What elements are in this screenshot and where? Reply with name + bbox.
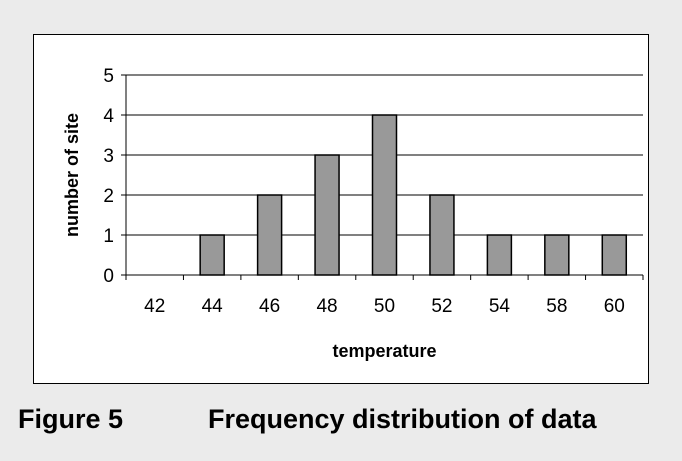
bar-50 [371, 114, 398, 276]
x-tick-labels: 42 44 46 48 50 52 54 58 60 [125, 275, 644, 317]
y-tick-label-1: 1 [103, 226, 114, 247]
x-tick-label-50: 50 [374, 296, 395, 317]
x-tick-label-46: 46 [259, 296, 280, 317]
x-tick-label-58: 58 [546, 296, 567, 317]
y-tick-label-4: 4 [103, 106, 114, 127]
y-tick-label-3: 3 [103, 146, 114, 167]
y-tick-label-0: 0 [103, 266, 114, 287]
figure-caption-text: Frequency distribution of data [208, 404, 597, 434]
frequency-bar-chart: 0 1 2 3 4 5 42 44 46 48 50 52 54 58 60 temperature nu… [62, 66, 644, 361]
bar-58 [544, 234, 570, 276]
x-tick-label-60: 60 [604, 296, 625, 317]
x-tick-label-42: 42 [144, 296, 165, 317]
bar-46 [256, 194, 283, 276]
y-tick-label-2: 2 [103, 186, 114, 207]
x-tick-label-48: 48 [316, 296, 337, 317]
x-axis-title: temperature [332, 341, 436, 361]
figure-number: Figure 5 [18, 404, 124, 434]
y-tick-labels: 0 1 2 3 4 5 [103, 66, 126, 287]
bar-52 [429, 194, 455, 276]
axes [125, 75, 643, 276]
bars [199, 114, 628, 276]
y-axis-title: number of site [62, 113, 82, 237]
bar-44 [199, 234, 225, 276]
x-tick-label-52: 52 [431, 296, 452, 317]
bar-48 [314, 154, 340, 276]
x-tick-label-54: 54 [489, 296, 511, 317]
x-tick-label-44: 44 [202, 296, 224, 317]
y-tick-label-5: 5 [103, 66, 114, 87]
bar-60 [601, 234, 628, 276]
figure-caption: Figure 5 Frequency distribution of data [18, 404, 597, 435]
chart-frame: 0 1 2 3 4 5 42 44 46 48 50 52 54 58 60 temperature nu… [33, 34, 649, 384]
bar-54 [486, 234, 513, 276]
